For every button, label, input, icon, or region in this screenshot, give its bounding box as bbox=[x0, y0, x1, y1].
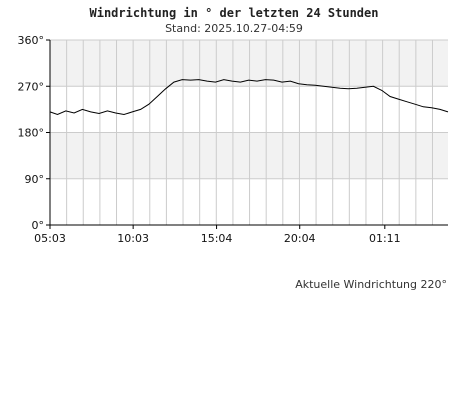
y-tick-label: 360° bbox=[18, 34, 45, 47]
background-bands bbox=[50, 40, 448, 179]
y-tick-label: 270° bbox=[18, 80, 45, 93]
x-tick-label: 15:04 bbox=[201, 232, 233, 245]
background-band bbox=[50, 132, 448, 179]
x-tick-label: 01:11 bbox=[369, 232, 401, 245]
x-tick-label: 10:03 bbox=[117, 232, 149, 245]
y-tick-label: 90° bbox=[25, 173, 45, 186]
current-direction-label: Aktuelle Windrichtung 220° bbox=[295, 278, 447, 291]
x-axis-labels: 05:03 10:03 15:04 20:04 01:11 bbox=[34, 225, 401, 245]
x-tick-label: 05:03 bbox=[34, 232, 66, 245]
y-tick-label: 180° bbox=[18, 127, 45, 140]
chart-subtitle: Stand: 2025.10.27-04:59 bbox=[165, 22, 303, 35]
grid-lines bbox=[50, 39, 448, 226]
wind-direction-line bbox=[49, 79, 449, 116]
y-axis-labels: 0° 90° 180° 270° 360° bbox=[18, 34, 50, 232]
y-tick-label: 0° bbox=[32, 219, 45, 232]
chart-title: Windrichtung in ° der letzten 24 Stunden bbox=[90, 6, 379, 20]
background-band bbox=[50, 40, 448, 87]
x-tick-label: 20:04 bbox=[284, 232, 316, 245]
